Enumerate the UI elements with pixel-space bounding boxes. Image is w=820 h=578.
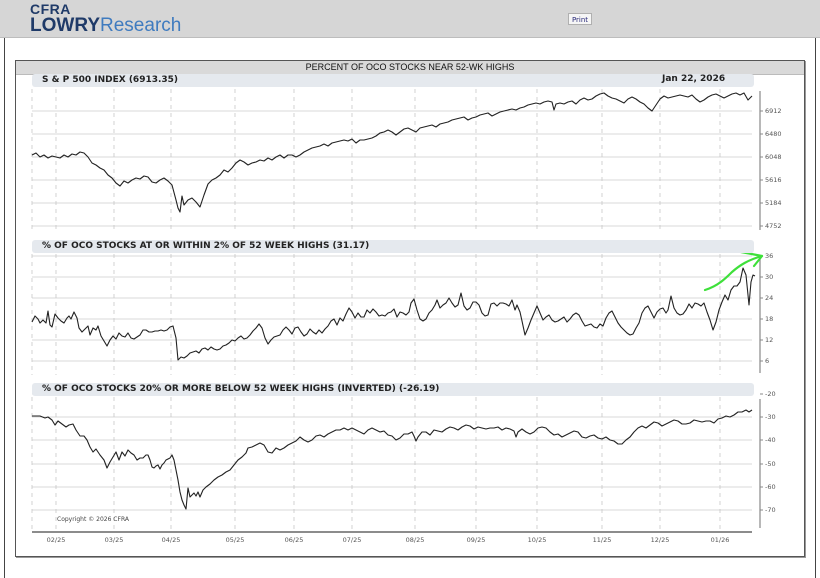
x-tick-8: 10/25: [527, 536, 547, 544]
y-tick-p1-3: 5616: [765, 176, 782, 184]
logo-lowry: LOWRY: [30, 15, 101, 36]
y-tick-p1-0: 6912: [765, 107, 782, 115]
x-tick-9: 11/25: [592, 536, 612, 544]
x-tick-7: 09/25: [466, 536, 486, 544]
cfra-lowry-logo: CFRA LOWRYResearch: [30, 2, 181, 35]
page-container: [4, 38, 816, 578]
y-tick-p3-3: -50: [765, 460, 776, 468]
y-tick-p3-4: -60: [765, 483, 776, 491]
y-tick-p1-4: 5184: [765, 199, 782, 207]
print-button[interactable]: Print: [568, 13, 592, 25]
x-tick-5: 07/25: [342, 536, 362, 544]
panel-header-sp500: S & P 500 INDEX (6913.35): [32, 74, 754, 87]
y-tick-p2-4: 12: [765, 336, 774, 344]
y-tick-p2-0: 36: [765, 252, 774, 260]
y-tick-p2-5: 6: [765, 357, 770, 365]
y-tick-p1-2: 6048: [765, 153, 782, 161]
y-tick-p3-1: -30: [765, 413, 776, 421]
x-tick-6: 08/25: [405, 536, 425, 544]
x-tick-4: 06/25: [284, 536, 304, 544]
logo-cfra: CFRA: [30, 1, 71, 17]
panel-title-near-highs: % OF OCO STOCKS AT OR WITHIN 2% OF 52 WE…: [42, 241, 370, 251]
x-tick-3: 05/25: [225, 536, 245, 544]
copyright-text: Copyright © 2026 CFRA: [57, 516, 129, 523]
logo-research: Research: [100, 15, 182, 36]
y-tick-p2-3: 18: [765, 315, 774, 323]
y-tick-p2-2: 24: [765, 294, 774, 302]
panel-title-below-highs: % OF OCO STOCKS 20% OR MORE BELOW 52 WEE…: [42, 384, 440, 394]
x-tick-0: 02/25: [46, 536, 66, 544]
report-date: Jan 22, 2026: [662, 74, 726, 84]
x-tick-1: 03/25: [104, 536, 124, 544]
y-tick-p3-0: -20: [765, 390, 776, 398]
x-tick-2: 04/25: [161, 536, 181, 544]
y-tick-p1-5: 4752: [765, 222, 782, 230]
y-tick-p3-5: -70: [765, 506, 776, 514]
y-tick-p3-2: -40: [765, 436, 776, 444]
x-tick-10: 12/25: [650, 536, 670, 544]
x-tick-11: 01/26: [710, 536, 730, 544]
y-tick-p1-1: 6480: [765, 130, 782, 138]
panel-header-below-highs: % OF OCO STOCKS 20% OR MORE BELOW 52 WEE…: [32, 383, 754, 396]
panel-header-near-highs: % OF OCO STOCKS AT OR WITHIN 2% OF 52 WE…: [32, 240, 754, 253]
panel-title-sp500: S & P 500 INDEX (6913.35): [42, 75, 179, 85]
y-tick-p2-1: 30: [765, 273, 774, 281]
top-band: CFRA LOWRYResearch Print: [0, 0, 820, 38]
